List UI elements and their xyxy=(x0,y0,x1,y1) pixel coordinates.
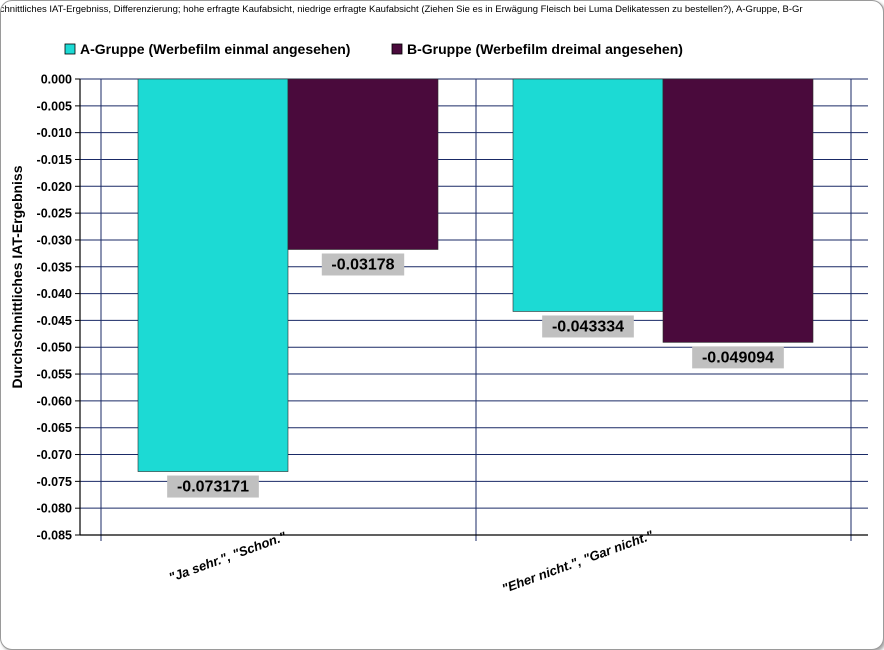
data-label: -0.03178 xyxy=(331,256,394,273)
y-tick-label: -0.065 xyxy=(37,421,72,435)
y-tick-label: 0.000 xyxy=(41,73,72,87)
legend-swatch xyxy=(391,43,403,55)
y-tick-label: -0.045 xyxy=(37,314,72,328)
bar xyxy=(512,78,664,312)
y-tick-label: -0.070 xyxy=(37,448,72,462)
legend: A-Gruppe (Werbefilm einmal angesehen) B-G… xyxy=(64,41,683,57)
data-label-box xyxy=(321,253,405,276)
y-axis-label: Durchschnittliches IAT-Ergebniss xyxy=(9,165,25,388)
y-tick-label: -0.060 xyxy=(37,394,72,408)
data-label: -0.043334 xyxy=(552,318,624,335)
bar xyxy=(287,78,439,250)
y-tick-label: -0.020 xyxy=(37,180,72,194)
data-label-box xyxy=(167,475,259,498)
y-tick-label: -0.085 xyxy=(37,529,72,543)
y-tick-label: -0.055 xyxy=(37,368,72,382)
y-tick-label: -0.050 xyxy=(37,341,72,355)
category-label: "Ja sehr.", "Schon." xyxy=(167,528,289,585)
y-tick-label: -0.035 xyxy=(37,260,72,274)
y-tick-label: -0.025 xyxy=(37,207,72,221)
y-tick-label: -0.080 xyxy=(37,502,72,516)
y-tick-label: -0.010 xyxy=(37,126,72,140)
data-label-box xyxy=(542,315,634,338)
y-tick-label: -0.005 xyxy=(37,99,72,113)
legend-label: A-Gruppe (Werbefilm einmal angesehen) xyxy=(80,41,350,57)
y-tick-label: -0.030 xyxy=(37,233,72,247)
data-labels: -0.073171 -0.043334 -0.03178 -0.049094 xyxy=(167,253,784,498)
y-tick-label: -0.015 xyxy=(37,153,72,167)
y-tick-label: -0.040 xyxy=(37,287,72,301)
data-label-box xyxy=(692,346,784,369)
legend-swatch xyxy=(64,43,76,55)
data-label: -0.049094 xyxy=(702,349,774,366)
bar xyxy=(662,78,814,343)
data-label: -0.073171 xyxy=(177,479,249,496)
bars xyxy=(137,78,814,472)
legend-label: B-Gruppe (Werbefilm dreimal angesehen) xyxy=(407,41,683,57)
chart-title: schnittliches IAT-Ergebniss, Differenzie… xyxy=(0,4,803,15)
y-tick-label: -0.075 xyxy=(37,475,72,489)
category-label: "Eher nicht.", "Gar nicht." xyxy=(500,527,656,596)
bar xyxy=(137,78,289,472)
